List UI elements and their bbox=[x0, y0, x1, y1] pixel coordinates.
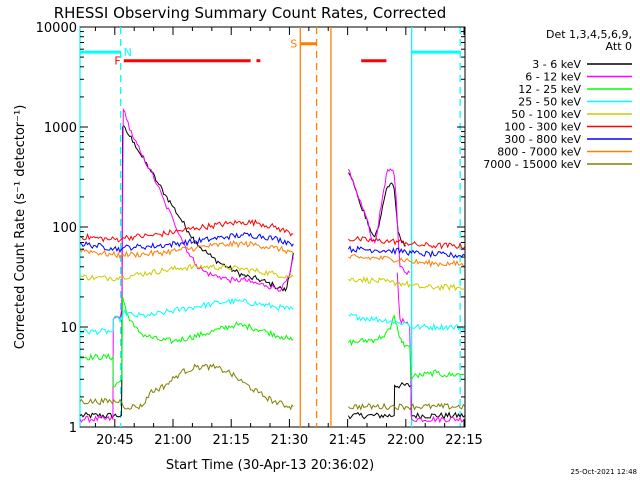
legend-header-line: Att 0 bbox=[606, 40, 632, 53]
y-tick-label: 100 bbox=[52, 221, 77, 236]
series-line-12-25-kev bbox=[79, 296, 294, 388]
plot-timestamp: 25-Oct-2021 12:48 bbox=[571, 468, 637, 476]
series-line-6-12-kev bbox=[79, 107, 294, 424]
x-tick-label: 22:15 bbox=[445, 433, 482, 448]
legend-label: 12 - 25 keV bbox=[518, 83, 581, 96]
state-bar-label: S bbox=[290, 38, 297, 51]
x-tick-label: 21:00 bbox=[154, 433, 191, 448]
series-line-7000-15000-kev bbox=[348, 402, 466, 411]
series-line-12-25-kev bbox=[347, 314, 465, 381]
x-tick-label: 20:45 bbox=[96, 433, 133, 448]
legend-label: 3 - 6 keV bbox=[532, 58, 581, 71]
series-line-25-50-kev bbox=[348, 313, 466, 332]
series-line-6-12-kev bbox=[396, 272, 466, 424]
chart-title: RHESSI Observing Summary Count Rates, Co… bbox=[54, 4, 447, 22]
series-line-25-50-kev bbox=[79, 297, 294, 336]
series-line-7000-15000-kev bbox=[79, 363, 294, 411]
state-bars: NF S bbox=[80, 38, 461, 68]
legend-label: 300 - 800 keV bbox=[504, 133, 581, 146]
series-line-300-800-kev bbox=[347, 245, 466, 259]
x-axis: 20:45 21:00 21:15 21:30 21:45 22:00 22:15 bbox=[94, 27, 483, 448]
series-line-300-800-kev bbox=[79, 232, 294, 254]
y-tick-label: 1000 bbox=[44, 121, 77, 136]
y-tick-label: 10000 bbox=[36, 21, 77, 36]
series-line-50-100-kev bbox=[79, 262, 294, 282]
series-line-6-12-kev bbox=[347, 168, 411, 276]
y-tick-label: 1 bbox=[69, 421, 77, 436]
state-bar-label: F bbox=[114, 55, 120, 68]
x-tick-label: 21:15 bbox=[212, 433, 249, 448]
series-line-100-300-kev bbox=[79, 218, 294, 243]
legend-label: 7000 - 15000 keV bbox=[483, 158, 581, 171]
legend-label: 50 - 100 keV bbox=[511, 108, 581, 121]
legend-label: 800 - 7000 keV bbox=[497, 146, 581, 159]
series-layer bbox=[79, 107, 466, 424]
y-axis: 1 10 100 1000 10000 bbox=[36, 21, 465, 436]
mode-transition-lines bbox=[79, 27, 461, 427]
legend-label: 100 - 300 keV bbox=[504, 121, 581, 134]
series-line-100-300-kev bbox=[348, 235, 466, 250]
x-tick-label: 21:30 bbox=[271, 433, 308, 448]
x-tick-label: 22:00 bbox=[387, 433, 424, 448]
plot-frame bbox=[79, 26, 466, 428]
legend-header-line: Det 1,3,4,5,6,9, bbox=[546, 28, 632, 41]
series-line-800-7000-kev bbox=[79, 240, 294, 259]
x-tick-label: 21:45 bbox=[329, 433, 366, 448]
legend-label: 25 - 50 keV bbox=[518, 96, 581, 109]
x-axis-label: Start Time (30-Apr-13 20:36:02) bbox=[166, 458, 374, 473]
y-axis-label: Corrected Count Rate (s⁻¹ detector⁻¹) bbox=[13, 105, 28, 350]
series-line-50-100-kev bbox=[348, 275, 465, 292]
series-line-3-6-kev bbox=[347, 381, 466, 420]
series-line-3-6-kev bbox=[79, 125, 294, 419]
state-bar-label: N bbox=[124, 46, 132, 59]
y-tick-label: 10 bbox=[60, 321, 77, 336]
legend-label: 6 - 12 keV bbox=[525, 71, 581, 84]
series-line-800-7000-kev bbox=[348, 254, 466, 268]
